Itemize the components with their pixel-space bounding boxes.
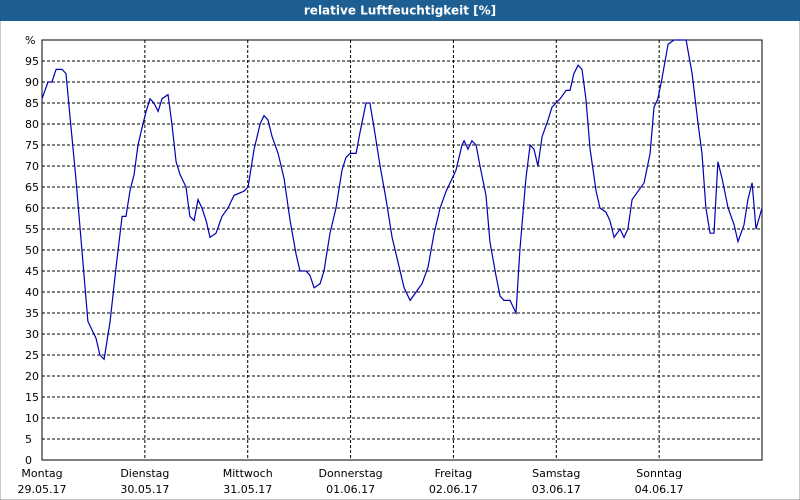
chart-title: relative Luftfeuchtigkeit [%] — [304, 4, 496, 18]
y-tick-label: 80 — [25, 118, 39, 131]
x-tick-label: 03.06.17 — [532, 483, 581, 496]
y-tick-label: 25 — [25, 349, 39, 362]
y-tick-label: 95 — [25, 55, 39, 68]
y-tick-label: 10 — [25, 412, 39, 425]
y-tick-label: 30 — [25, 328, 39, 341]
x-tick-label: Samstag — [532, 467, 580, 480]
x-tick-label: 02.06.17 — [429, 483, 478, 496]
x-tick-label: Mittwoch — [223, 467, 273, 480]
y-tick-label: 40 — [25, 286, 39, 299]
y-tick-label: 50 — [25, 244, 39, 257]
y-tick-label: 35 — [25, 307, 39, 320]
x-tick-label: 29.05.17 — [18, 483, 67, 496]
x-tick-label: 31.05.17 — [223, 483, 272, 496]
y-tick-label: 85 — [25, 97, 39, 110]
x-tick-label: Montag — [21, 467, 62, 480]
y-tick-label: 0 — [25, 454, 32, 467]
data-line — [41, 39, 763, 361]
x-tick-label: Dienstag — [120, 467, 169, 480]
y-tick-label: % — [25, 34, 35, 47]
x-tick-label: 04.06.17 — [635, 483, 684, 496]
x-tick-label: 01.06.17 — [326, 483, 375, 496]
y-tick-label: 65 — [25, 181, 39, 194]
y-tick-label: 75 — [25, 139, 39, 152]
y-tick-label: 55 — [25, 223, 39, 236]
y-tick-label: 15 — [25, 391, 39, 404]
y-tick-label: 45 — [25, 265, 39, 278]
title-bar — [0, 0, 800, 21]
y-tick-label: 5 — [25, 433, 32, 446]
x-tick-label: Freitag — [435, 467, 473, 480]
x-tick-label: Sonntag — [636, 467, 682, 480]
y-tick-label: 90 — [25, 76, 39, 89]
x-tick-label: 30.05.17 — [120, 483, 169, 496]
y-tick-label: 70 — [25, 160, 39, 173]
y-tick-label: 20 — [25, 370, 39, 383]
x-tick-label: Donnerstag — [318, 467, 382, 480]
y-tick-label: 60 — [25, 202, 39, 215]
